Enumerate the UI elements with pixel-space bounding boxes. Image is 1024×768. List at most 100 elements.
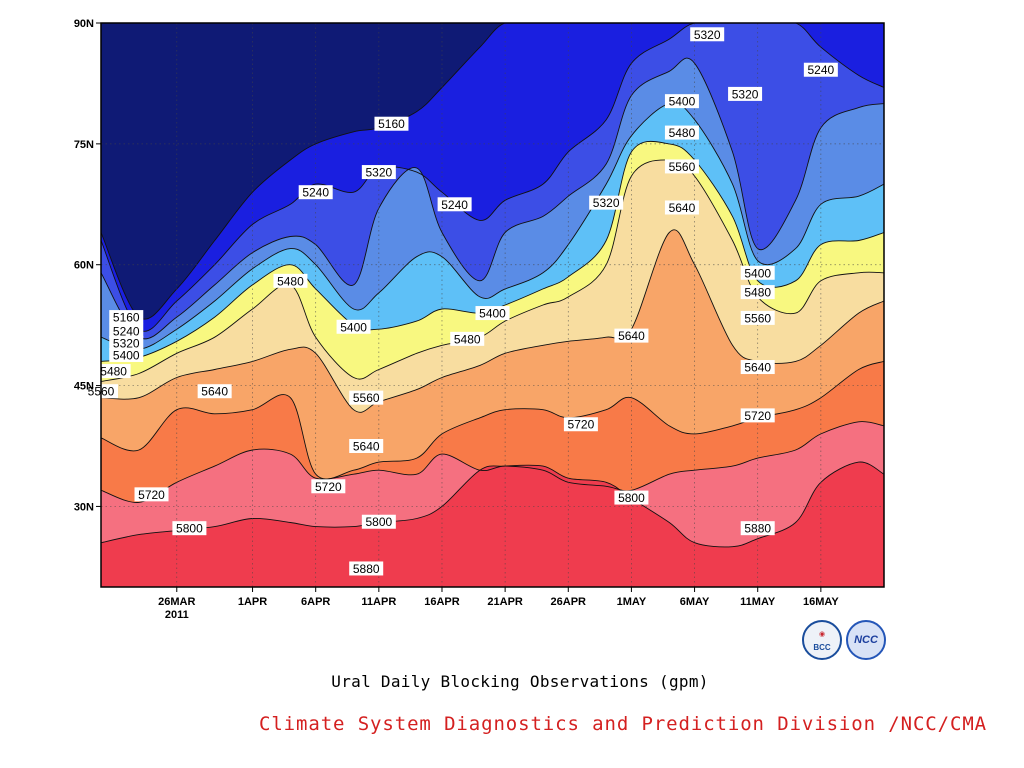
contour-label-box	[298, 185, 333, 200]
contour-label-box	[450, 331, 485, 346]
band-above-5880	[101, 462, 884, 587]
contour-label-5160: 5160	[374, 116, 409, 131]
contour-label-5560: 5560	[740, 310, 775, 325]
contour-label-box	[374, 116, 409, 131]
contour-label-text: 5320	[694, 28, 721, 42]
contour-label-5480: 5480	[273, 273, 308, 288]
contour-label-5400: 5400	[740, 265, 775, 280]
contour-label-box	[109, 310, 144, 325]
contour-label-text: 5400	[113, 348, 140, 362]
contour-label-text: 5160	[113, 311, 140, 325]
contour-label-box	[664, 159, 699, 174]
contour-label-5320: 5320	[589, 195, 624, 210]
contour-label-text: 5560	[353, 391, 380, 405]
contour-label-box	[349, 390, 384, 405]
x-tick-label: 6MAY	[680, 596, 710, 608]
contour-label-5640: 5640	[197, 384, 232, 399]
x-tick-label: 1APR	[238, 596, 267, 608]
contour-label-text: 5720	[315, 480, 342, 494]
x-tick-label: 6APR	[301, 596, 330, 608]
contour-label-text: 5320	[593, 196, 620, 210]
contour-label-text: 5480	[277, 274, 304, 288]
contour-label-5240: 5240	[298, 185, 333, 200]
x-tick-label: 16MAY	[803, 596, 839, 608]
contour-label-text: 5800	[618, 491, 645, 505]
contour-label-5720: 5720	[740, 408, 775, 423]
contour-label-box	[134, 487, 169, 502]
contour-label-text: 5720	[138, 488, 165, 502]
contour-label-text: 5320	[365, 166, 392, 180]
ncc-logo: NCC	[846, 620, 886, 660]
figure-caption: Ural Daily Blocking Observations (gpm)	[331, 672, 709, 691]
contour-label-text: 5640	[618, 329, 645, 343]
contour-label-text: 5480	[744, 286, 771, 300]
contour-label-box	[311, 479, 346, 494]
y-tick-label: 90N	[74, 18, 94, 30]
contour-label-box	[690, 27, 725, 42]
contour-label-box	[361, 165, 396, 180]
contour-label-5320: 5320	[728, 86, 763, 101]
contour-label-box	[109, 347, 144, 362]
contour-label-box	[109, 335, 144, 350]
contour-label-5240: 5240	[803, 62, 838, 77]
contour-label-5640: 5640	[349, 439, 384, 454]
contour-label-box	[349, 439, 384, 453]
contour-label-box	[563, 417, 598, 432]
contour-label-text: 5400	[669, 95, 696, 109]
contour-label-5320: 5320	[109, 335, 144, 350]
figure-credit: Climate System Diagnostics and Predictio…	[259, 713, 987, 735]
contour-label-box	[336, 319, 371, 334]
contour-label-text: 5720	[744, 409, 771, 423]
contour-label-5800: 5800	[614, 490, 649, 505]
contour-label-text: 5880	[744, 522, 771, 536]
contour-line-5400	[101, 102, 884, 350]
contour-label-box	[172, 521, 207, 536]
contour-label-box	[361, 514, 396, 529]
contour-label-text: 5480	[454, 332, 481, 346]
x-tick-label: 26APR	[551, 596, 587, 608]
contour-label-text: 5640	[201, 385, 228, 399]
contour-label-5560: 5560	[349, 390, 384, 405]
contour-label-text: 5320	[113, 336, 140, 350]
contour-label-box	[740, 265, 775, 280]
contour-label-text: 5240	[302, 186, 329, 200]
contour-label-text: 5240	[441, 198, 468, 212]
contour-label-5400: 5400	[336, 319, 371, 334]
contour-label-box	[475, 306, 510, 321]
y-tick-label: 30N	[74, 501, 94, 513]
contour-label-box	[740, 310, 775, 325]
contour-label-box	[96, 364, 131, 379]
contour-label-box	[728, 86, 763, 101]
x-tick-label: 21APR	[487, 596, 523, 608]
contour-label-box	[740, 360, 775, 375]
contour-label-5400: 5400	[664, 94, 699, 109]
contour-label-box	[349, 561, 384, 576]
contour-label-text: 5800	[176, 522, 203, 536]
contour-label-5240: 5240	[109, 323, 144, 338]
x-tick-label: 16APR	[424, 596, 460, 608]
contour-label-5480: 5480	[450, 331, 485, 346]
contour-label-5400: 5400	[109, 347, 144, 362]
y-tick-label: 60N	[74, 260, 94, 272]
contour-label-box	[740, 521, 775, 536]
contour-label-text: 5400	[479, 307, 506, 321]
contour-label-text: 5720	[568, 418, 595, 432]
x-tick-label: 11APR	[361, 596, 396, 608]
contour-label-5720: 5720	[563, 417, 598, 432]
contour-label-box	[803, 62, 838, 77]
contour-label-box	[614, 328, 649, 343]
contour-label-5160: 5160	[109, 310, 144, 325]
contour-line-5240	[101, 23, 884, 332]
contour-label-box	[273, 273, 308, 288]
contour-label-5480: 5480	[96, 364, 131, 379]
contour-label-5880: 5880	[349, 561, 384, 576]
contour-label-5320: 5320	[690, 27, 725, 42]
y-tick-label: 45N	[74, 381, 94, 393]
contour-label-5720: 5720	[134, 487, 169, 502]
contour-label-text: 5640	[669, 201, 696, 215]
contour-label-box	[740, 285, 775, 300]
contour-label-5480: 5480	[740, 285, 775, 300]
contour-label-text: 5640	[744, 361, 771, 375]
contour-label-5640: 5640	[664, 200, 699, 215]
